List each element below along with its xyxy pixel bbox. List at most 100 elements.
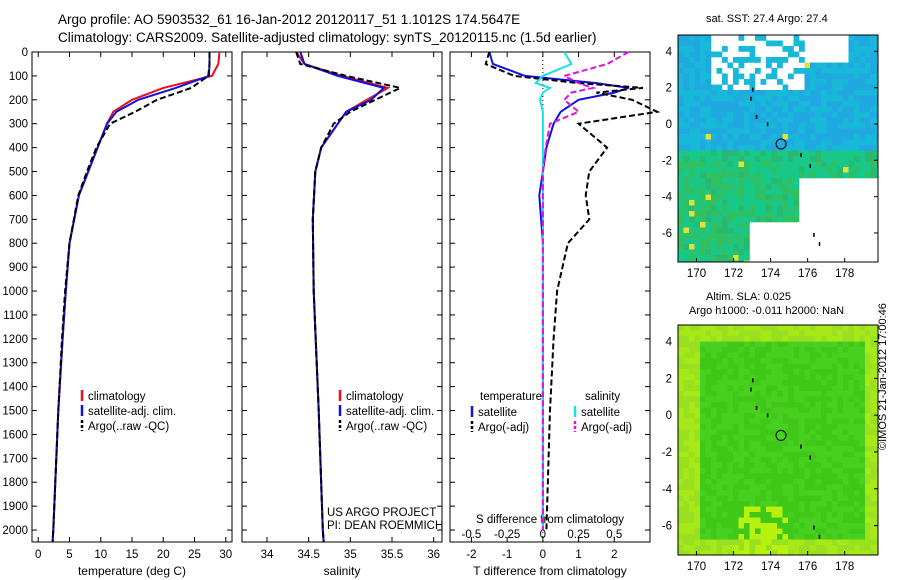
sst-map-cell [782,117,789,124]
sst-map-cell [837,156,844,162]
sla-map-cell [738,391,745,397]
sla-map-cell [810,484,816,491]
sla-map-cell [782,440,789,447]
sla-map-cell [771,506,778,513]
sla-map-cell [766,545,772,551]
sst-map-cell [826,145,833,151]
sla-map-cell [837,506,844,513]
sla-map-cell [777,451,783,458]
sla-map-cell [859,550,866,555]
sst-map-cell [810,112,816,118]
sst-map-cell [705,233,712,239]
sla-map-cell [854,391,860,397]
sla-map-cell [837,462,844,469]
sla-map-cell [689,385,695,392]
sst-lon-label: 176 [798,268,817,280]
sst-map-cell [832,139,838,146]
sla-map-cell [870,539,877,546]
sla-map-cell [716,462,723,469]
sla-map-cell [727,473,734,480]
sst-map-cell [694,139,701,146]
sla-map-cell [694,424,701,430]
sla-map-cell [865,402,871,408]
sla-map-cell [810,418,816,425]
sst-map-cell [815,139,822,146]
sla-map-cell [711,363,717,370]
sla-map-cell [832,347,838,353]
sst-map-cell [711,227,717,234]
sla-map-cell [788,402,794,408]
sla-map-cell [793,523,800,529]
sst-map-cell [705,134,712,140]
sla-map-cell [821,374,827,381]
sla-map-cell [755,424,761,430]
sla-map-cell [843,330,849,337]
sla-map-cell [826,528,833,535]
sla-map-cell [738,523,745,529]
sla-map-cell [832,534,838,540]
sst-map-cell [810,73,816,80]
sst-map-cell [793,145,800,151]
sla-map-cell [788,380,794,386]
sst-map-cell [766,172,772,179]
sst-map-cell [755,101,761,107]
sla-map-cell [782,446,789,452]
sla-map-cell [760,336,767,342]
sla-map-cell [689,424,695,430]
sst-map-cell [859,145,866,151]
sst-map-cell [876,117,878,124]
sst-map-cell [766,123,772,129]
salinity-xtick-label: 35 [344,549,357,561]
sla-map-cell [826,341,833,348]
sla-map-cell [689,528,695,535]
sla-map-cell [694,336,701,342]
sla-map-cell [848,468,855,474]
sst-map-cell [788,150,794,157]
sst-map-cell [700,156,706,162]
sla-map-cell [843,512,849,518]
sst-map-cell [870,128,877,135]
sla-map-cell [848,358,855,364]
sla-map-cell [705,374,712,381]
sla-map-cell [683,479,690,485]
difference-xtick-label: 2 [611,549,617,561]
sla-map-cell [870,468,877,474]
sst-map-cell [848,84,855,91]
sst-map-cell [876,46,878,52]
sla-map-cell [777,325,783,331]
sst-map-cell [716,178,723,184]
diff-legend-label: Argo(-adj) [581,422,632,434]
sla-map-cell [749,534,756,540]
sla-map-cell [766,369,772,375]
sla-map-cell [854,396,860,403]
sla-map-cell [815,429,822,436]
sst-map-cell [722,167,728,173]
sst-map-cell [837,150,844,157]
sst-map-cell [870,156,877,162]
sst-map-cell [683,194,690,201]
sst-map-cell [738,194,745,201]
sla-map-cell [727,347,734,353]
sst-map-cell [810,134,816,140]
sst-map-cell [689,150,695,157]
sst-map-cell [832,106,838,113]
sst-map-cell [749,145,756,151]
sla-map-cell [733,490,739,496]
sla-map-cell [744,358,750,364]
sst-map-cell [755,112,761,118]
sst-map-cell [738,35,745,41]
sst-map-cell [832,68,838,74]
sla-map-cell [854,473,860,480]
sla-map-cell [700,363,706,370]
sst-map-cell [837,167,844,173]
sst-map-cell [760,101,767,107]
sst-map-cell [700,222,706,228]
sla-map-cell [793,534,800,540]
sla-map-cell [711,385,717,392]
sla-map-cell [799,352,805,359]
sla-map-cell [744,523,750,529]
sla-map-cell [815,550,822,555]
sla-map-cell [683,539,690,546]
sla-map-cell [832,484,838,491]
sla-map-cell [859,429,866,436]
